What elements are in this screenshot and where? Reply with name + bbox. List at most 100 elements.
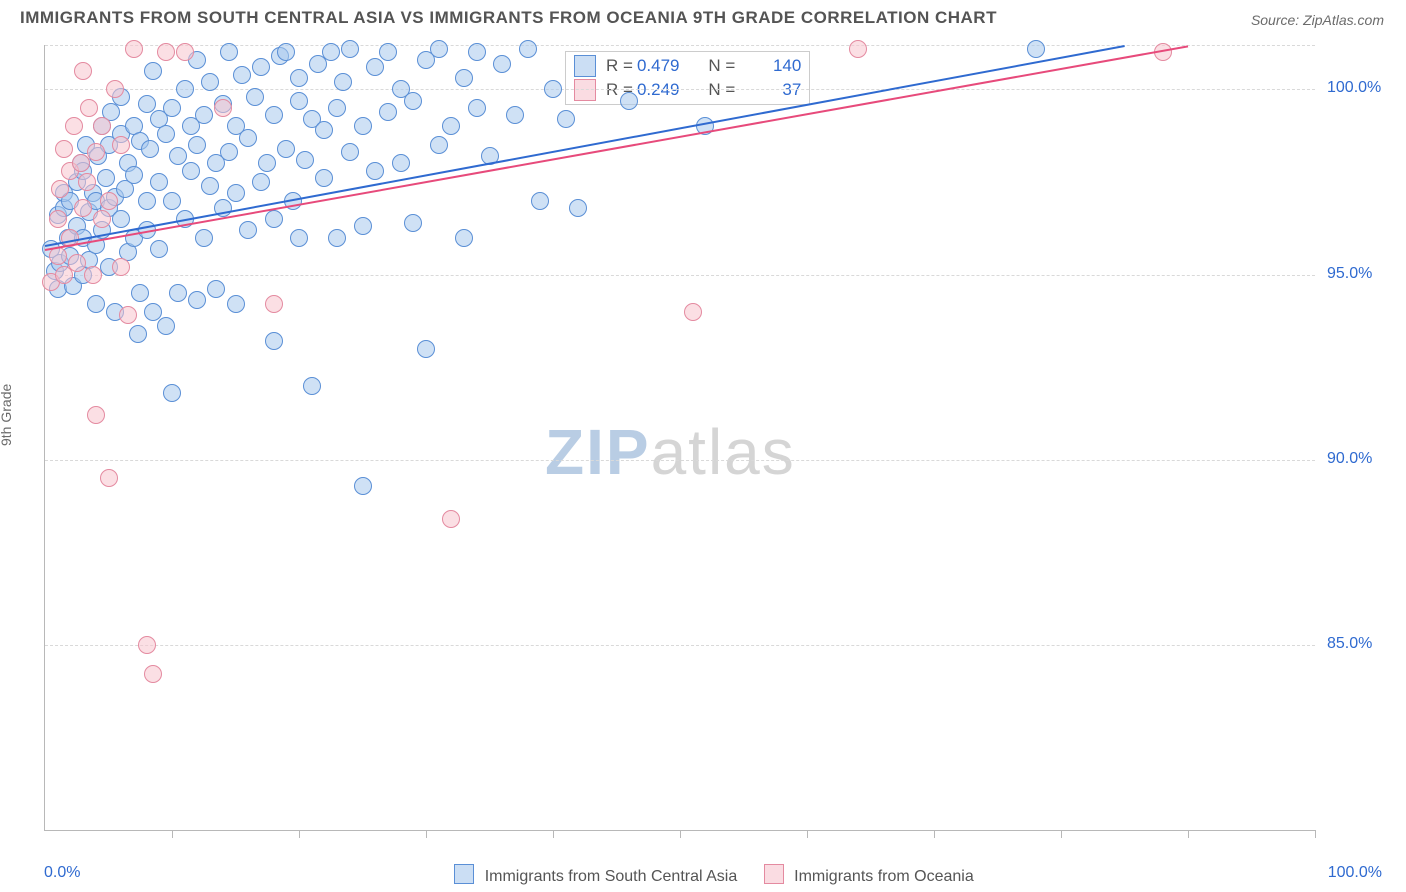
data-point-oce: [100, 469, 118, 487]
data-point-sca: [392, 154, 410, 172]
data-point-sca: [252, 173, 270, 191]
data-point-sca: [404, 214, 422, 232]
data-point-sca: [239, 221, 257, 239]
data-point-sca: [468, 43, 486, 61]
data-point-sca: [163, 99, 181, 117]
gridline: [45, 275, 1315, 276]
data-point-oce: [80, 99, 98, 117]
legend-label-oceania: Immigrants from Oceania: [794, 868, 974, 885]
x-tick: [1061, 830, 1062, 838]
data-point-sca: [131, 284, 149, 302]
data-point-sca: [233, 66, 251, 84]
data-point-sca: [125, 166, 143, 184]
data-point-sca: [163, 192, 181, 210]
watermark: ZIPatlas: [545, 415, 796, 489]
source-name: ZipAtlas.com: [1303, 12, 1384, 28]
data-point-sca: [328, 99, 346, 117]
data-point-sca: [265, 332, 283, 350]
data-point-sca: [334, 73, 352, 91]
data-point-sca: [87, 295, 105, 313]
data-point-sca: [569, 199, 587, 217]
data-point-sca: [430, 136, 448, 154]
data-point-sca: [354, 477, 372, 495]
data-point-sca: [157, 317, 175, 335]
gridline: [45, 645, 1315, 646]
data-point-oce: [106, 80, 124, 98]
data-point-sca: [557, 110, 575, 128]
data-point-sca: [144, 303, 162, 321]
data-point-sca: [201, 73, 219, 91]
data-point-sca: [354, 217, 372, 235]
data-point-sca: [417, 340, 435, 358]
data-point-sca: [379, 43, 397, 61]
data-point-oce: [65, 117, 83, 135]
data-point-oce: [138, 636, 156, 654]
data-point-sca: [468, 99, 486, 117]
stats-row-sca: R =0.479 N =140: [566, 54, 809, 78]
r-value-sca: 0.479: [637, 56, 699, 76]
data-point-sca: [277, 43, 295, 61]
watermark-zip: ZIP: [545, 416, 651, 488]
plot-area: ZIPatlas R =0.479 N =140R =0.249 N =37 8…: [44, 45, 1315, 831]
data-point-sca: [265, 210, 283, 228]
data-point-sca: [277, 140, 295, 158]
n-value-sca: 140: [739, 56, 801, 76]
data-point-sca: [519, 40, 537, 58]
legend-swatch-oceania: [764, 864, 784, 884]
data-point-oce: [157, 43, 175, 61]
chart-page: IMMIGRANTS FROM SOUTH CENTRAL ASIA VS IM…: [0, 0, 1406, 892]
data-point-sca: [315, 169, 333, 187]
data-point-sca: [144, 62, 162, 80]
data-point-oce: [144, 665, 162, 683]
data-point-sca: [169, 147, 187, 165]
x-tick: [553, 830, 554, 838]
data-point-sca: [290, 69, 308, 87]
x-tick: [934, 830, 935, 838]
data-point-sca: [239, 129, 257, 147]
data-point-sca: [354, 117, 372, 135]
data-point-sca: [315, 121, 333, 139]
data-point-sca: [207, 280, 225, 298]
data-point-sca: [97, 169, 115, 187]
data-point-sca: [430, 40, 448, 58]
source-prefix: Source:: [1251, 12, 1303, 28]
data-point-sca: [112, 210, 130, 228]
data-point-sca: [195, 106, 213, 124]
data-point-oce: [68, 254, 86, 272]
y-axis-label: 9th Grade: [0, 384, 14, 446]
data-point-sca: [188, 291, 206, 309]
data-point-sca: [176, 80, 194, 98]
data-point-oce: [87, 143, 105, 161]
data-point-oce: [93, 210, 111, 228]
data-point-sca: [303, 377, 321, 395]
gridline: [45, 89, 1315, 90]
data-point-sca: [455, 229, 473, 247]
y-tick-label: 95.0%: [1327, 265, 1397, 283]
data-point-sca: [227, 295, 245, 313]
data-point-sca: [141, 140, 159, 158]
x-tick: [299, 830, 300, 838]
data-point-oce: [442, 510, 460, 528]
data-point-oce: [87, 406, 105, 424]
data-point-sca: [366, 58, 384, 76]
stats-swatch-sca: [574, 55, 596, 77]
legend-label-sca: Immigrants from South Central Asia: [485, 868, 738, 885]
data-point-oce: [849, 40, 867, 58]
x-tick: [426, 830, 427, 838]
data-point-oce: [74, 62, 92, 80]
data-point-sca: [544, 80, 562, 98]
data-point-sca: [220, 43, 238, 61]
data-point-oce: [93, 117, 111, 135]
data-point-oce: [214, 99, 232, 117]
r-label: R =: [606, 56, 633, 76]
data-point-sca: [150, 173, 168, 191]
data-point-sca: [201, 177, 219, 195]
data-point-sca: [341, 40, 359, 58]
y-tick-label: 100.0%: [1327, 79, 1397, 97]
data-point-sca: [138, 95, 156, 113]
data-point-sca: [322, 43, 340, 61]
data-point-sca: [220, 143, 238, 161]
data-point-sca: [442, 117, 460, 135]
chart-title: IMMIGRANTS FROM SOUTH CENTRAL ASIA VS IM…: [20, 8, 997, 28]
data-point-oce: [265, 295, 283, 313]
